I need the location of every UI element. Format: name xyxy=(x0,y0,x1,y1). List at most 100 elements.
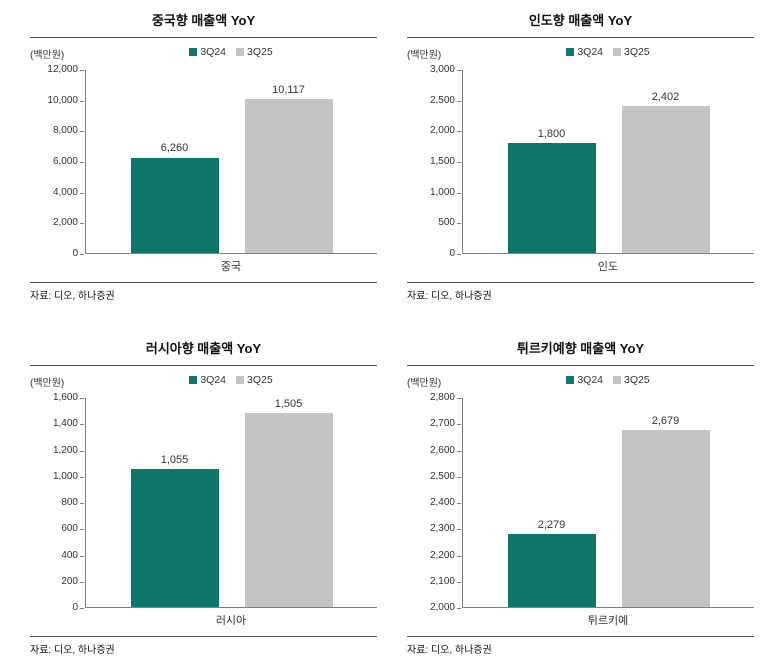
bar-3q24 xyxy=(507,534,596,607)
bar-value-label: 2,279 xyxy=(537,519,566,532)
chart-header: (백만원) 3Q24 3Q25 xyxy=(30,42,377,64)
y-tick-label: 2,100 xyxy=(407,576,461,587)
y-tick-label: 8,000 xyxy=(30,126,84,136)
legend: 3Q24 3Q25 xyxy=(462,46,754,58)
y-tick-label: 400 xyxy=(30,550,84,561)
y-axis: 0 500 1,000 1,500 2,000 2,500 3,000 xyxy=(407,65,462,259)
plot-area: 1,800 2,402 xyxy=(462,70,754,254)
y-tick-label: 10,000 xyxy=(30,95,84,106)
legend-swatch-3q24 xyxy=(566,376,575,384)
chart-panel-russia: 러시아향 매출액 YoY (백만원) 3Q24 3Q25 0 200 400 600 8… xyxy=(30,338,377,656)
plot-wrap: 2,000 2,100 2,200 2,300 2,400 2,500 2,600 2,700… xyxy=(407,393,754,613)
x-category-label: 튀르키예 xyxy=(587,615,629,627)
chart-header: (백만원) 3Q24 3Q25 xyxy=(407,370,754,392)
chart-title: 중국향 매출액 YoY xyxy=(30,10,377,38)
y-tick-label: 1,600 xyxy=(30,393,84,403)
y-axis: 0 2,000 4,000 6,000 8,000 10,000 12,000 xyxy=(30,65,85,259)
bar-3q25 xyxy=(244,98,333,253)
plot-area: 1,055 1,505 xyxy=(85,398,377,608)
chart-header: (백만원) 3Q24 3Q25 xyxy=(30,370,377,392)
legend-swatch-3q24 xyxy=(189,48,198,56)
legend-item-3q25: 3Q25 xyxy=(613,46,650,58)
plot-wrap: 0 2,000 4,000 6,000 8,000 10,000 12,000 6,260 1… xyxy=(30,65,377,259)
bar-group-3q25: 10,117 xyxy=(244,70,333,253)
x-category-label: 러시아 xyxy=(215,615,247,627)
y-tick-label: 12,000 xyxy=(30,65,84,75)
bar-group-3q24: 1,055 xyxy=(130,398,219,607)
bar-value-label: 1,505 xyxy=(274,398,303,410)
legend-swatch-3q25 xyxy=(613,376,621,384)
plot-area: 6,260 10,117 xyxy=(85,70,377,254)
bar-value-label: 1,800 xyxy=(537,128,566,141)
bar-3q24 xyxy=(130,469,219,607)
x-category-label: 중국 xyxy=(220,261,242,273)
legend-label-3q24: 3Q24 xyxy=(200,374,226,386)
legend-swatch-3q24 xyxy=(566,48,575,56)
y-tick-label: 2,500 xyxy=(407,471,461,482)
bar-group-3q25: 2,402 xyxy=(621,70,710,253)
y-axis: 0 200 400 600 800 1,000 1,200 1,400 1,600 xyxy=(30,393,85,613)
chart-title: 인도향 매출액 YoY xyxy=(407,10,754,38)
legend: 3Q24 3Q25 xyxy=(85,46,377,58)
legend-swatch-3q25 xyxy=(236,48,244,56)
source-note: 자료: 디오, 하나증권 xyxy=(407,636,754,656)
bar-group-3q24: 6,260 xyxy=(130,70,219,253)
source-note: 자료: 디오, 하나증권 xyxy=(407,282,754,302)
bar-3q25 xyxy=(244,413,333,607)
y-tick-label: 2,000 xyxy=(30,218,84,228)
legend-label-3q24: 3Q24 xyxy=(200,46,226,58)
chart-panel-china: 중국향 매출액 YoY (백만원) 3Q24 3Q25 0 2,000 4,000 6… xyxy=(30,10,377,302)
y-tick-label: 1,000 xyxy=(30,471,84,482)
axis-unit-label: (백만원) xyxy=(30,378,65,389)
y-tick-label: 2,000 xyxy=(407,603,461,613)
chart-header: (백만원) 3Q24 3Q25 xyxy=(407,42,754,64)
bar-3q24 xyxy=(507,143,596,253)
bar-value-label: 10,117 xyxy=(272,83,305,96)
y-tick-label: 1,400 xyxy=(30,419,84,429)
y-tick-label: 2,600 xyxy=(407,445,461,456)
y-tick-label: 1,500 xyxy=(407,157,461,167)
bar-group-3q25: 1,505 xyxy=(244,398,333,607)
bar-value-label: 1,055 xyxy=(160,454,189,467)
bar-value-label: 6,260 xyxy=(160,142,189,155)
y-tick-label: 2,000 xyxy=(407,126,461,136)
y-tick-label: 2,400 xyxy=(407,498,461,508)
axis-unit-label: (백만원) xyxy=(407,378,442,389)
y-tick-label: 2,300 xyxy=(407,524,461,534)
chart-title: 러시아향 매출액 YoY xyxy=(30,338,377,366)
axis-unit-label: (백만원) xyxy=(407,50,442,61)
legend-item-3q24: 3Q24 xyxy=(189,374,226,386)
legend: 3Q24 3Q25 xyxy=(462,374,754,386)
y-tick-label: 800 xyxy=(30,498,84,508)
y-tick-label: 2,500 xyxy=(407,95,461,106)
y-axis: 2,000 2,100 2,200 2,300 2,400 2,500 2,600 2,700… xyxy=(407,393,462,613)
bar-group-3q24: 1,800 xyxy=(507,70,596,253)
legend-label-3q25: 3Q25 xyxy=(247,374,273,386)
legend-item-3q24: 3Q24 xyxy=(566,46,603,58)
source-note: 자료: 디오, 하나증권 xyxy=(30,282,377,302)
chart-panel-india: 인도향 매출액 YoY (백만원) 3Q24 3Q25 0 500 1,000 1,5… xyxy=(407,10,754,302)
y-tick-label: 0 xyxy=(407,249,461,259)
y-tick-label: 2,200 xyxy=(407,550,461,561)
chart-panel-turkiye: 튀르키예향 매출액 YoY (백만원) 3Q24 3Q25 2,000 2,100… xyxy=(407,338,754,656)
x-category-label: 인도 xyxy=(597,261,619,273)
y-tick-label: 0 xyxy=(30,249,84,259)
y-tick-label: 1,000 xyxy=(407,187,461,198)
y-tick-label: 200 xyxy=(30,576,84,587)
y-tick-label: 3,000 xyxy=(407,65,461,75)
y-tick-label: 2,800 xyxy=(407,393,461,403)
legend-swatch-3q25 xyxy=(236,376,244,384)
legend-item-3q25: 3Q25 xyxy=(613,374,650,386)
y-tick-label: 2,700 xyxy=(407,419,461,429)
bar-group-3q25: 2,679 xyxy=(621,398,710,607)
y-tick-label: 4,000 xyxy=(30,187,84,198)
axis-unit-label: (백만원) xyxy=(30,50,65,61)
y-tick-label: 0 xyxy=(30,603,84,613)
legend: 3Q24 3Q25 xyxy=(85,374,377,386)
bar-group-3q24: 2,279 xyxy=(507,398,596,607)
legend-item-3q24: 3Q24 xyxy=(566,374,603,386)
plot-area: 2,279 2,679 xyxy=(462,398,754,608)
legend-swatch-3q25 xyxy=(613,48,621,56)
bar-3q25 xyxy=(621,106,710,253)
